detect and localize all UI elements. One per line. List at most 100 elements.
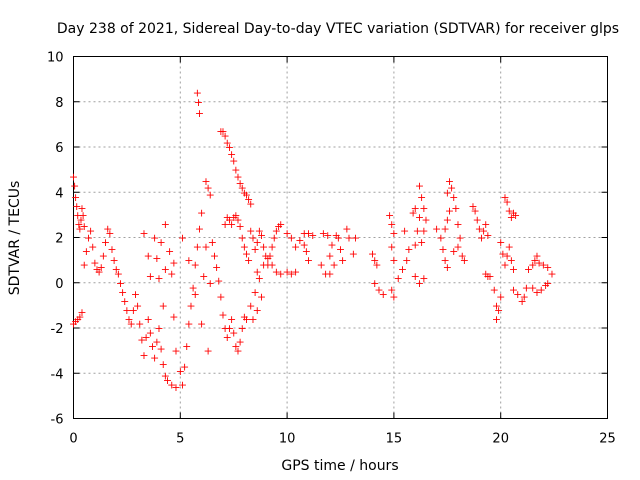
data-point: + <box>543 261 552 274</box>
data-point: + <box>332 229 341 242</box>
data-point: + <box>387 284 396 297</box>
data-point: + <box>443 261 452 274</box>
data-point: + <box>101 236 110 249</box>
data-point: + <box>176 365 185 378</box>
data-point: + <box>379 288 388 301</box>
data-point: + <box>201 175 210 188</box>
data-point: + <box>159 299 168 312</box>
data-point: + <box>502 250 511 263</box>
data-point: + <box>511 209 520 222</box>
data-point: + <box>443 213 452 226</box>
data-point: + <box>323 229 332 242</box>
data-point: + <box>327 238 336 251</box>
data-point: + <box>409 207 418 220</box>
data-point: + <box>419 225 428 238</box>
data-series-sdtvar: ++++++++++++++++++++++++++++++++++++++++… <box>69 87 557 394</box>
data-point: + <box>524 263 533 276</box>
data-point: + <box>248 232 257 245</box>
data-point: + <box>90 256 99 269</box>
data-point: + <box>92 263 101 276</box>
data-point: + <box>186 299 195 312</box>
data-point: + <box>400 225 409 238</box>
data-point: + <box>71 191 80 204</box>
data-point: + <box>404 243 413 256</box>
data-point: + <box>76 213 85 226</box>
data-point: + <box>201 241 210 254</box>
data-point: + <box>242 189 251 202</box>
data-point: + <box>329 259 338 272</box>
data-point: + <box>216 290 225 303</box>
data-point: + <box>447 182 456 195</box>
data-point: + <box>133 299 142 312</box>
data-point: + <box>238 322 247 335</box>
data-point: + <box>547 268 556 281</box>
data-point: + <box>398 263 407 276</box>
data-point: + <box>276 218 285 231</box>
data-point: + <box>385 209 394 222</box>
data-point: + <box>225 322 234 335</box>
y-tick-label: -4 <box>51 367 64 382</box>
data-point: + <box>79 209 88 222</box>
data-point: + <box>184 317 193 330</box>
y-tick-label: 10 <box>47 51 64 66</box>
data-point: + <box>77 306 86 319</box>
data-point: + <box>291 265 300 278</box>
data-point: + <box>272 265 281 278</box>
data-point: + <box>304 227 313 240</box>
data-point: + <box>372 259 381 272</box>
data-point: + <box>80 259 89 272</box>
data-point: + <box>302 245 311 258</box>
data-point: + <box>127 317 136 330</box>
data-point: + <box>221 130 230 143</box>
data-point: + <box>238 232 247 245</box>
data-point: + <box>146 270 155 283</box>
data-point: + <box>291 241 300 254</box>
data-point: + <box>370 254 379 267</box>
data-point: + <box>300 238 309 251</box>
data-point: + <box>116 277 125 290</box>
data-point: + <box>265 250 274 263</box>
data-point: + <box>456 232 465 245</box>
data-point: + <box>483 229 492 242</box>
data-point: + <box>210 250 219 263</box>
y-tick-label: 2 <box>55 232 63 247</box>
data-point: + <box>268 241 277 254</box>
data-point: + <box>342 222 351 235</box>
data-point: + <box>203 345 212 358</box>
data-point: + <box>77 202 86 215</box>
data-point: + <box>72 200 81 213</box>
data-point: + <box>389 290 398 303</box>
y-tick-label: 4 <box>55 186 63 201</box>
data-point: + <box>419 272 428 285</box>
data-point: + <box>197 317 206 330</box>
data-point: + <box>221 218 230 231</box>
data-point: + <box>112 263 121 276</box>
data-point: + <box>131 288 140 301</box>
data-point: + <box>325 250 334 263</box>
data-point: + <box>212 261 221 274</box>
data-point: + <box>120 295 129 308</box>
y-tick-label: 6 <box>55 141 63 156</box>
data-point: + <box>349 247 358 260</box>
data-point: + <box>415 179 424 192</box>
data-point: + <box>70 179 79 192</box>
data-point: + <box>268 259 277 272</box>
data-point: + <box>107 243 116 256</box>
data-point: + <box>532 286 541 299</box>
data-point: + <box>74 218 83 231</box>
data-point: + <box>468 200 477 213</box>
data-point: + <box>507 211 516 224</box>
data-point: + <box>150 351 159 364</box>
data-point: + <box>336 243 345 256</box>
data-point: + <box>317 259 326 272</box>
data-point: + <box>394 272 403 285</box>
data-point: + <box>470 204 479 217</box>
data-point: + <box>270 232 279 245</box>
data-point: + <box>69 317 78 330</box>
data-point: + <box>223 331 232 344</box>
data-point: + <box>389 254 398 267</box>
data-point: + <box>223 136 232 149</box>
data-point: + <box>500 259 509 272</box>
data-point: + <box>229 327 238 340</box>
data-point: + <box>419 202 428 215</box>
